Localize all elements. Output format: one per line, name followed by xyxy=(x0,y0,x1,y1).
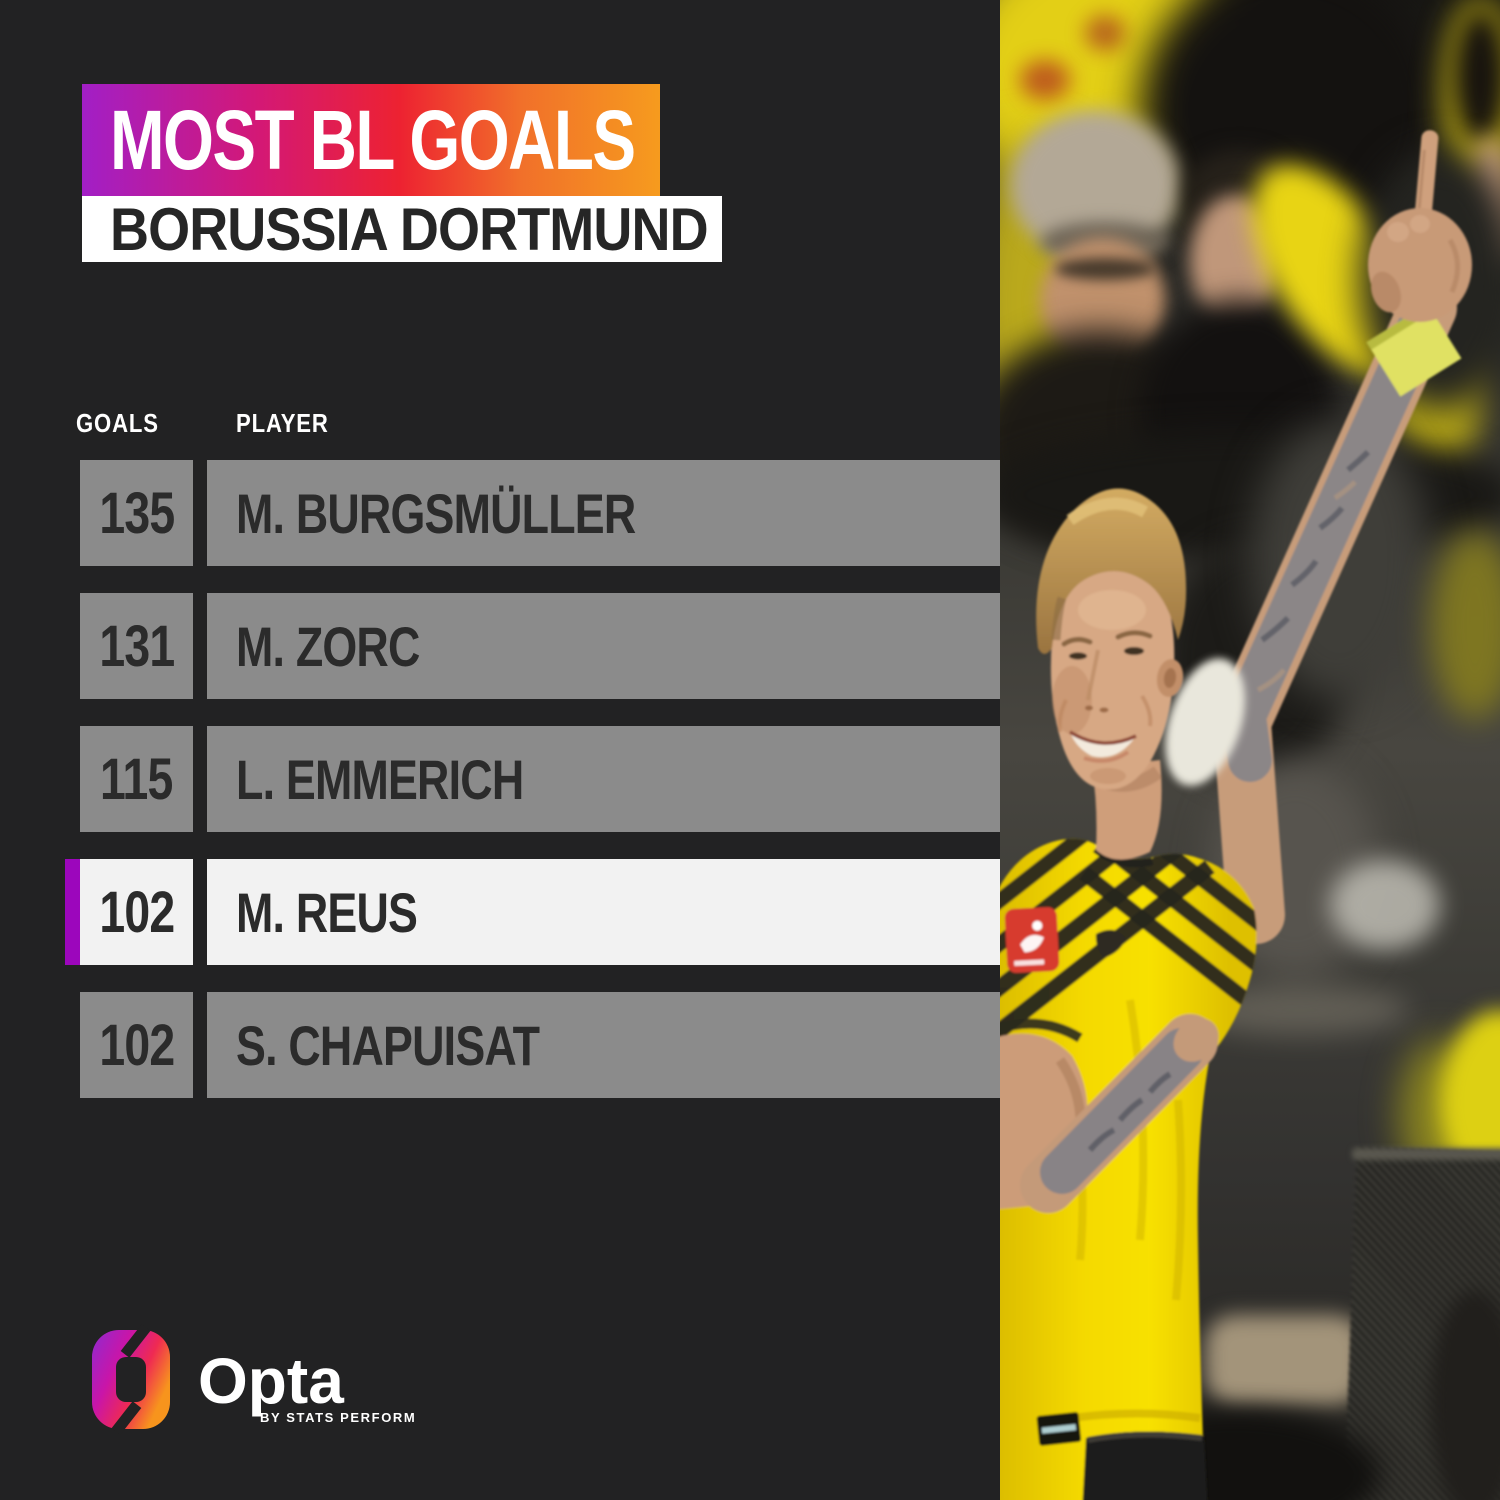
goals-column-header: GOALS xyxy=(76,408,159,438)
goals-value: 102 xyxy=(98,1012,175,1078)
highlight-accent-bar xyxy=(65,859,80,965)
player-column-header: PLAYER xyxy=(236,408,329,438)
table-column-headers: GOALS PLAYER xyxy=(76,408,1000,448)
blurred-chair xyxy=(1205,1315,1365,1405)
player-name: M. BURGSMÜLLER xyxy=(236,481,636,545)
stats-table: 135 M. BURGSMÜLLER 131 M. ZORC 115 L. EM… xyxy=(65,460,1000,1125)
goals-value: 131 xyxy=(98,613,175,679)
raised-arm xyxy=(1213,130,1472,944)
table-row: 131 M. ZORC xyxy=(80,593,1000,699)
reus-figure xyxy=(1000,130,1472,1500)
eye xyxy=(1124,647,1144,655)
player-cell: M. REUS xyxy=(207,859,1000,965)
goals-cell: 135 xyxy=(80,460,193,566)
wall-bright-spot xyxy=(1330,860,1440,950)
shorts-waistband xyxy=(1087,1431,1203,1443)
page-subtitle: BORUSSIA DORTMUND xyxy=(110,195,709,263)
crowd-fan-eyes xyxy=(1055,258,1155,280)
goals-cell: 102 xyxy=(80,992,193,1098)
forearm-tattoo xyxy=(1040,1028,1204,1194)
subtitle-banner: BORUSSIA DORTMUND xyxy=(82,195,722,263)
eye xyxy=(1069,652,1087,660)
player-cell: M. BURGSMÜLLER xyxy=(207,460,1000,566)
wall-dark-patch xyxy=(1430,1290,1500,1500)
opta-logo-notch xyxy=(120,1324,151,1358)
table-row: 115 L. EMMERICH xyxy=(80,726,1000,832)
page-title: MOST BL GOALS xyxy=(110,92,636,187)
arm-tattoo-sleeve xyxy=(1221,308,1440,782)
shorts xyxy=(1082,1431,1208,1500)
folded-arm xyxy=(1000,1014,1219,1213)
opta-logo: Opta BY STATS PERFORM xyxy=(92,1324,512,1440)
bundesliga-patch xyxy=(1004,907,1060,973)
nose xyxy=(1086,649,1100,701)
jersey-tag xyxy=(1036,1412,1082,1446)
goals-cell: 102 xyxy=(80,859,193,965)
hair xyxy=(1036,488,1187,654)
player-name: L. EMMERICH xyxy=(236,747,524,811)
crowd-red-spot xyxy=(1020,60,1070,100)
crowd-yellow-spot xyxy=(1430,530,1500,720)
speaker-box-edge xyxy=(1352,1148,1500,1160)
goals-cell: 131 xyxy=(80,593,193,699)
reus-head xyxy=(1036,488,1187,860)
player-cell: L. EMMERICH xyxy=(207,726,1000,832)
crowd-red-spot xyxy=(1085,15,1125,51)
eyebrow xyxy=(1115,630,1153,640)
goals-value: 102 xyxy=(98,879,175,945)
opta-logo-hole xyxy=(116,1357,146,1402)
goals-value: 115 xyxy=(100,746,173,812)
player-name: M. ZORC xyxy=(236,614,420,678)
player-name: S. CHAPUISAT xyxy=(236,1013,540,1077)
player-cell: S. CHAPUISAT xyxy=(207,992,1000,1098)
puma-logo xyxy=(1095,929,1126,958)
player-photo xyxy=(1000,0,1500,1500)
opta-logo-tagline: BY STATS PERFORM xyxy=(260,1410,417,1425)
table-row: 102 S. CHAPUISAT xyxy=(80,992,1000,1098)
white-armband-blob xyxy=(1165,658,1245,786)
player-cell: M. ZORC xyxy=(207,593,1000,699)
sleeve-hem xyxy=(1000,1018,1083,1043)
table-row: 135 M. BURGSMÜLLER xyxy=(80,460,1000,566)
goals-value: 135 xyxy=(98,480,175,546)
crowd-fan-hair xyxy=(1453,10,1500,145)
opta-logo-notch xyxy=(111,1401,142,1435)
eyebrow xyxy=(1061,636,1093,647)
title-banner: MOST BL GOALS xyxy=(82,84,660,196)
pointing-hand xyxy=(1368,130,1472,322)
goals-cell: 115 xyxy=(80,726,193,832)
opta-logo-mark-icon xyxy=(92,1324,170,1435)
player-name: M. REUS xyxy=(236,880,418,944)
opta-logo-text: Opta xyxy=(198,1345,344,1417)
table-row-highlighted: 102 M. REUS xyxy=(65,859,1000,965)
